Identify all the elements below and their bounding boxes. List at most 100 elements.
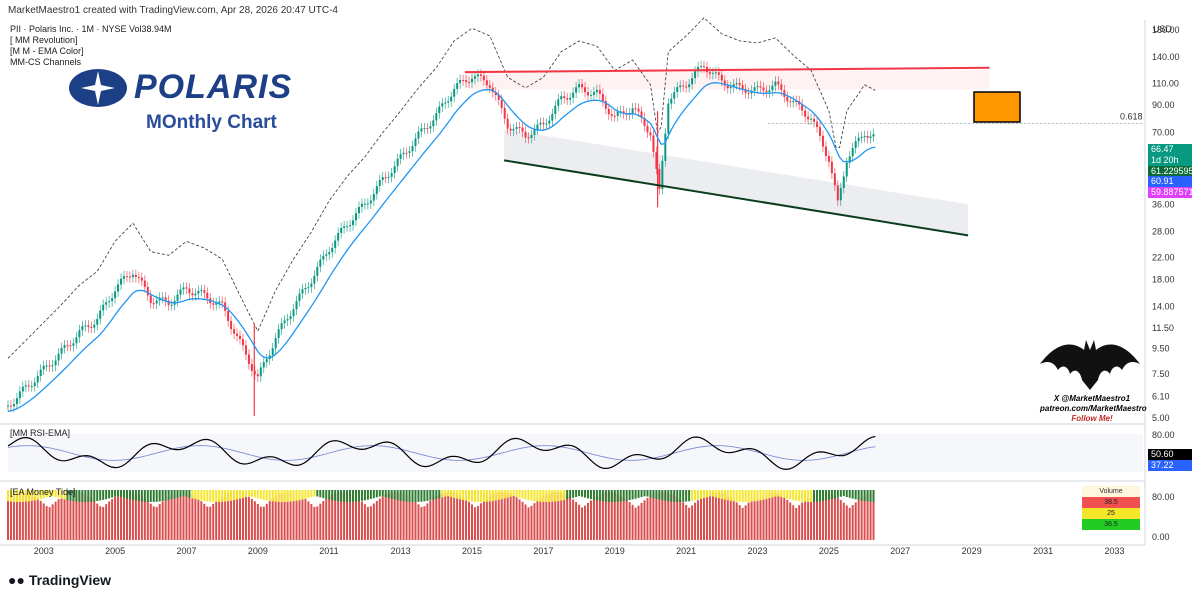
- indicator-mm-revolution[interactable]: [ MM Revolution]: [10, 35, 78, 45]
- money-bar-red: [705, 494, 708, 540]
- money-bar-red: [72, 492, 75, 540]
- indicator-ema-color[interactable]: [M M - EMA Color]: [10, 46, 84, 56]
- rsi-line: [7, 435, 876, 471]
- candle-body: [238, 335, 241, 340]
- money-bar-top: [227, 490, 230, 502]
- money-bar-red: [500, 492, 503, 540]
- money-bar-red: [610, 492, 613, 540]
- candle-body: [613, 115, 616, 117]
- ema-line: [7, 82, 876, 412]
- money-bar-top: [688, 490, 691, 502]
- rsi-pane-title[interactable]: [MM RSI-EMA]: [10, 428, 70, 438]
- money-bar-red: [462, 497, 465, 540]
- money-bar-top: [176, 490, 179, 498]
- candle-body: [435, 113, 438, 121]
- money-bar-top: [845, 490, 848, 497]
- money-bar-top: [411, 490, 414, 502]
- money-bar-top: [429, 490, 432, 501]
- indicator-cs-channels[interactable]: MM-CS Channels: [10, 57, 82, 67]
- money-bar-top: [346, 490, 349, 502]
- candle-body: [818, 127, 821, 136]
- money-bar-top: [494, 490, 497, 501]
- money-bar-top: [723, 490, 726, 500]
- money-bar-top: [337, 490, 340, 502]
- money-bar-red: [735, 502, 738, 540]
- symbol-legend[interactable]: PII · Polaris Inc. · 1M · NYSE Vol38.94M: [10, 24, 172, 34]
- candle-body: [530, 134, 533, 138]
- money-bar-red: [863, 495, 866, 540]
- candle-body: [780, 84, 783, 91]
- candle-body: [334, 240, 337, 248]
- candle-body: [432, 120, 435, 127]
- money-bar-top: [563, 490, 566, 500]
- money-bar-red: [114, 496, 117, 540]
- candle-body: [161, 297, 164, 299]
- band-value-tag: 59.887571: [1148, 187, 1194, 198]
- money-bar-red: [179, 492, 182, 540]
- money-bar-top: [661, 490, 664, 501]
- money-bar-red: [798, 505, 801, 540]
- money-bar-red: [700, 497, 703, 540]
- money-bar-top: [548, 490, 551, 502]
- candle-body: [96, 318, 99, 325]
- money-pane-title[interactable]: [EA Money Tide]: [10, 487, 76, 497]
- money-bar-top: [295, 490, 298, 501]
- channel-value-tag: 61.229595: [1148, 166, 1194, 177]
- money-bar-red: [616, 493, 619, 540]
- tradingview-logo[interactable]: ●● TradingView: [8, 572, 111, 588]
- money-bar-red: [842, 502, 845, 540]
- money-bar-top: [536, 490, 539, 502]
- money-bar-red: [405, 495, 408, 540]
- candle-body: [105, 302, 108, 305]
- price-tick: 28.00: [1152, 226, 1175, 236]
- candle-body: [604, 100, 607, 109]
- candle-body: [236, 333, 239, 336]
- money-bar-top: [539, 490, 542, 502]
- money-bar-top: [792, 490, 795, 501]
- candle-body: [21, 386, 24, 392]
- candle-body: [227, 310, 230, 321]
- money-bar-red: [465, 499, 468, 540]
- candle-body: [357, 206, 360, 214]
- money-bar-top: [658, 490, 661, 500]
- money-bar-red: [200, 501, 203, 540]
- money-bar-top: [503, 490, 506, 499]
- money-bar-top: [462, 490, 465, 501]
- candle-body: [649, 132, 652, 136]
- money-bar-top: [54, 490, 57, 498]
- money-bar-red: [851, 505, 854, 540]
- money-bar-top: [33, 490, 36, 501]
- candle-body: [75, 337, 78, 344]
- target-box: [973, 91, 1021, 123]
- candle-body: [470, 78, 473, 83]
- money-bar-red: [21, 492, 24, 540]
- money-bar-red: [36, 498, 39, 540]
- candle-body: [821, 135, 824, 147]
- candle-body: [869, 136, 872, 138]
- money-bar-top: [542, 490, 545, 502]
- money-bar-red: [444, 492, 447, 540]
- money-bar-red: [295, 493, 298, 540]
- channel-band: [504, 129, 969, 236]
- candle-body: [146, 286, 149, 296]
- candle-body: [24, 385, 27, 387]
- money-bar-top: [283, 490, 286, 502]
- candle-body: [170, 304, 173, 306]
- candle-body: [18, 391, 21, 399]
- money-bar-top: [247, 490, 250, 497]
- bat-watermark-icon: [1040, 340, 1140, 390]
- money-bar-top: [747, 490, 750, 502]
- money-bar-red: [117, 495, 120, 540]
- money-bar-top: [566, 490, 569, 500]
- money-bar-red: [298, 494, 301, 540]
- candle-body: [560, 96, 563, 100]
- money-bar-top: [105, 490, 108, 500]
- money-bar-red: [482, 500, 485, 540]
- candle-body: [140, 277, 143, 281]
- candle-body: [557, 99, 560, 106]
- money-bar-red: [708, 493, 711, 540]
- candle-body: [524, 131, 527, 138]
- money-bar-top: [93, 490, 96, 502]
- candle-body: [289, 316, 292, 320]
